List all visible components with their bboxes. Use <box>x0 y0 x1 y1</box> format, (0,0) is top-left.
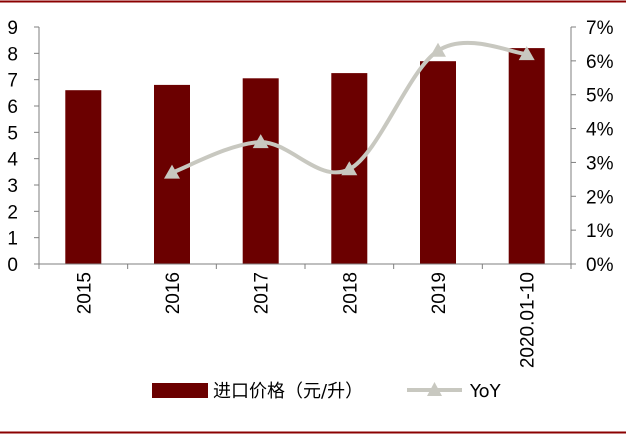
y-left-tick-label: 5 <box>7 123 18 144</box>
y-right-tick-label: 2% <box>586 187 614 208</box>
yoy-point-2016 <box>164 164 180 179</box>
x-tick-label-2017: 2017 <box>252 272 273 314</box>
yoy-point-2020.01-10 <box>518 46 535 61</box>
y-left-tick-label: 4 <box>7 150 18 171</box>
y-right-tick-label: 1% <box>586 221 614 242</box>
y-right-tick-label: 0% <box>586 255 614 276</box>
bars-layer <box>65 48 545 265</box>
y-left-tick-label: 0 <box>7 255 18 276</box>
y-left-tick-label: 3 <box>7 176 18 197</box>
yoy-line-layer <box>164 40 535 179</box>
y-right-tick-label: 7% <box>586 18 614 39</box>
yoy-point-2018 <box>341 161 358 176</box>
x-tick-label-2016: 2016 <box>163 272 184 314</box>
x-tick-label-2015: 2015 <box>74 272 95 314</box>
legend: 进口价格（元/升） YoY <box>152 381 502 402</box>
tick-labels-layer: 0 1 2 3 4 5 6 7 8 9 0% 1% 2% 3% 4% 5% 6% 7% 2015 2016 2017 20… <box>7 18 613 368</box>
y-left-tick-label: 1 <box>7 229 18 250</box>
bar-2017 <box>242 78 279 264</box>
x-tick-label-2019: 2019 <box>429 272 450 314</box>
axes-layer <box>34 26 576 269</box>
yoy-point-2019 <box>430 42 446 57</box>
x-tick-label-2018: 2018 <box>340 272 361 314</box>
legend-triangle-marker <box>427 382 442 396</box>
y-left-tick-label: 6 <box>7 97 18 118</box>
y-right-tick-label: 5% <box>586 86 614 107</box>
bar-2020.01-10 <box>508 48 545 264</box>
y-left-tick-label: 2 <box>7 202 18 223</box>
legend-label-bar: 进口价格（元/升） <box>213 381 363 402</box>
y-right-tick-label: 3% <box>586 153 614 174</box>
x-tick-label-2020.01-10: 2020.01-10 <box>518 272 539 368</box>
y-right-tick-label: 4% <box>586 120 614 141</box>
bar-2019 <box>420 61 456 265</box>
legend-swatch-bar <box>152 383 208 398</box>
y-left-tick-label: 8 <box>7 44 18 65</box>
yoy-point-2017 <box>252 134 269 149</box>
y-right-tick-label: 6% <box>586 52 614 73</box>
legend-label-line: YoY <box>469 381 502 402</box>
bar-2015 <box>65 90 102 264</box>
y-left-tick-label: 7 <box>7 71 18 92</box>
y-left-tick-label: 9 <box>7 18 18 39</box>
